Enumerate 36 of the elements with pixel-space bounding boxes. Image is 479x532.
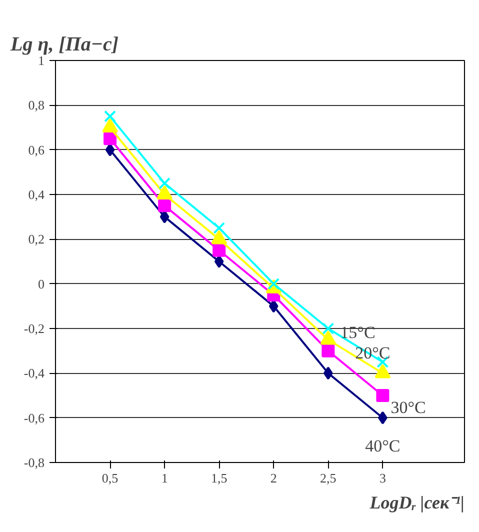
y-tick-label: 1 — [38, 53, 44, 68]
y-tick-label: 0,8 — [28, 98, 44, 113]
point — [322, 344, 335, 358]
y-tick-label: -0,8 — [24, 455, 45, 470]
y-tick-label: -0,6 — [24, 410, 45, 426]
point — [378, 411, 388, 424]
point — [105, 143, 115, 156]
point — [158, 177, 171, 190]
point — [158, 199, 172, 212]
x-axis-title: LogDᵣ |сек⁻¹| — [368, 492, 465, 512]
point — [104, 132, 117, 146]
y-tick-label: 0,2 — [28, 232, 44, 247]
y-tick-label: -0,4 — [24, 366, 45, 381]
series-label: 15°C — [340, 323, 376, 342]
series-label: 40°C — [365, 436, 400, 456]
y-tick-label: -0,2 — [24, 321, 45, 336]
x-tick-label: 2,5 — [320, 470, 336, 486]
point — [212, 244, 226, 257]
point — [214, 255, 224, 268]
point — [160, 210, 170, 224]
y-tick-label: 0,4 — [28, 187, 45, 202]
point — [104, 110, 116, 122]
point — [322, 322, 334, 334]
point — [376, 389, 390, 402]
series-label: 30°C — [390, 398, 426, 417]
x-tick-label: 1,5 — [210, 470, 228, 486]
x-tick-label: 2 — [270, 470, 277, 486]
point — [324, 366, 333, 380]
y-axis-title: Lg η, [Па−с] — [10, 34, 119, 56]
x-tick-label: 1 — [161, 470, 168, 486]
y-tick-label: 0,6 — [28, 142, 45, 158]
x-tick-label: 3 — [379, 470, 386, 486]
x-tick-label: 0,5 — [102, 470, 118, 486]
point — [213, 222, 226, 234]
y-tick-label: 0 — [38, 276, 44, 292]
point — [268, 300, 278, 313]
